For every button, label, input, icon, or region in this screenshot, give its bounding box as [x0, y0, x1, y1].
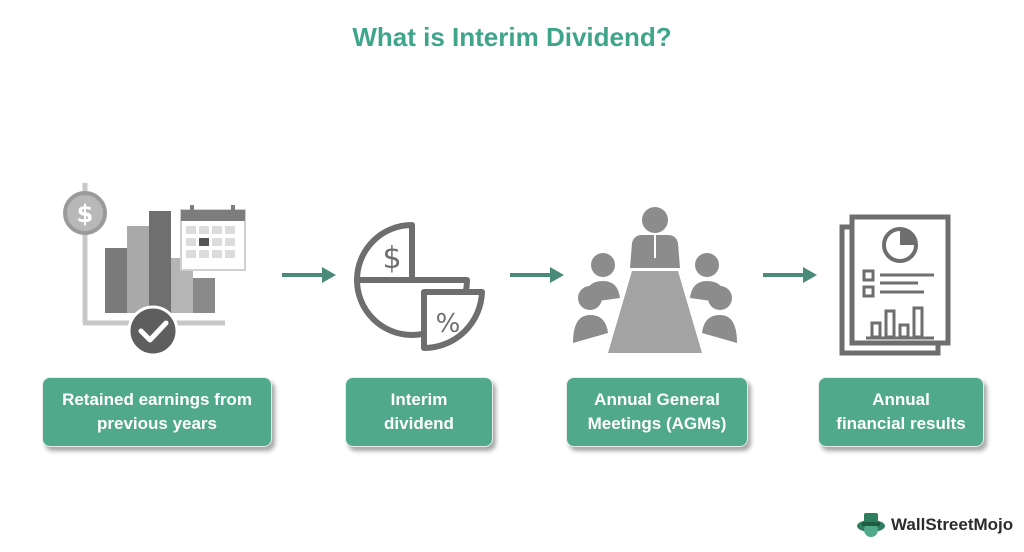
percent-glyph: % — [436, 309, 461, 339]
arrow-right-icon — [282, 267, 336, 283]
dollar-glyph: $ — [382, 241, 401, 276]
step-label-interim-dividend: Interim dividend — [345, 377, 493, 447]
step-label-retained-earnings: Retained earnings from previous years — [42, 377, 272, 447]
step-label-financial-results: Annual financial results — [818, 377, 984, 447]
dividend-pie-icon: $ % — [354, 222, 485, 351]
step-label-line: Interim — [390, 390, 448, 409]
step-label-line: Retained earnings from — [62, 390, 252, 409]
arrow-right-icon — [510, 267, 564, 283]
step-label-line: Annual — [872, 390, 930, 409]
step-label-line: dividend — [384, 414, 454, 433]
page-title: What is Interim Dividend? — [352, 22, 672, 52]
step-label-line: Meetings (AGMs) — [587, 414, 727, 433]
step-label-line: Annual General — [594, 390, 720, 409]
step-label-line: financial results — [836, 414, 966, 433]
mascot-icon — [857, 513, 885, 537]
step-label-agms: Annual General Meetings (AGMs) — [566, 377, 748, 447]
chart-calendar-icon: $ — [63, 183, 246, 357]
brand-logo: WallStreetMojo — [855, 510, 1013, 540]
financial-report-icon — [839, 214, 951, 356]
step-label-line: previous years — [96, 414, 217, 433]
dollar-glyph: $ — [77, 200, 94, 228]
meeting-icon — [573, 207, 737, 353]
arrow-right-icon — [763, 267, 817, 283]
brand-name: WallStreetMojo — [891, 515, 1014, 534]
